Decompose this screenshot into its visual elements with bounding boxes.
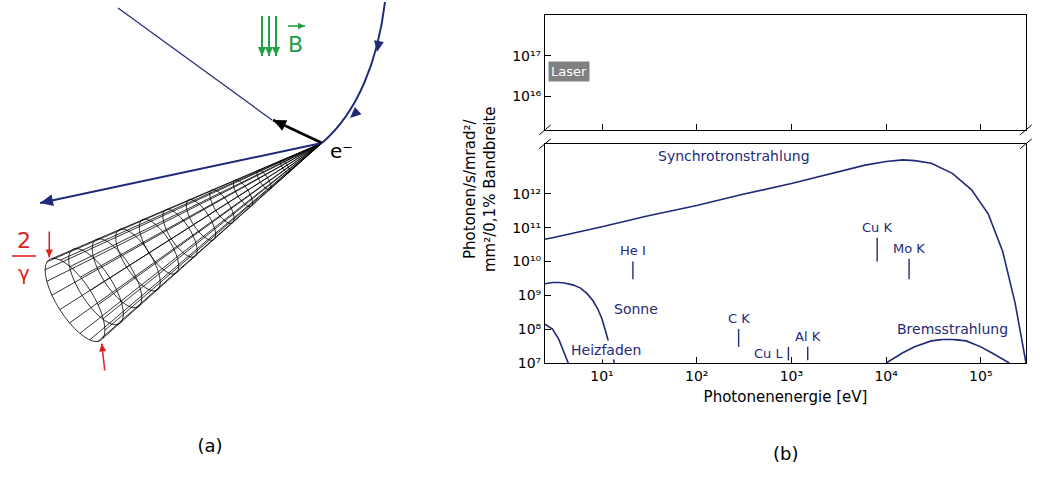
svg-text:Mo K: Mo K	[893, 241, 925, 256]
svg-text:e⁻: e⁻	[330, 139, 353, 163]
svg-text:Photonen/s/mrad²/mm²/0,1% Band: Photonen/s/mrad²/mm²/0,1% Bandbreite	[461, 106, 499, 272]
svg-text:10⁷: 10⁷	[518, 355, 541, 371]
svg-text:10¹⁰: 10¹⁰	[512, 253, 541, 269]
svg-text:Heizfaden: Heizfaden	[571, 342, 641, 358]
svg-text:Cu L: Cu L	[754, 346, 783, 361]
svg-text:10⁹: 10⁹	[518, 287, 542, 303]
svg-text:10¹¹: 10¹¹	[512, 220, 541, 236]
svg-text:Photonenenergie [eV]: Photonenenergie [eV]	[704, 388, 868, 406]
svg-text:10²: 10²	[685, 368, 708, 384]
svg-text:10⁴: 10⁴	[874, 368, 898, 384]
svg-text:He I: He I	[620, 243, 646, 258]
svg-text:Laser: Laser	[551, 64, 587, 79]
svg-text:10³: 10³	[780, 368, 803, 384]
svg-text:10¹: 10¹	[590, 368, 613, 384]
svg-text:(a): (a)	[197, 435, 222, 456]
svg-text:C K: C K	[728, 311, 750, 326]
svg-text:Cu K: Cu K	[862, 220, 892, 235]
svg-text:10⁸: 10⁸	[518, 321, 542, 337]
svg-text:Al K: Al K	[795, 329, 821, 344]
svg-text:Bremsstrahlung: Bremsstrahlung	[897, 321, 1008, 337]
svg-text:B: B	[288, 32, 303, 57]
svg-text:γ: γ	[18, 261, 30, 285]
svg-text:10¹⁷: 10¹⁷	[512, 48, 541, 64]
svg-text:Sonne: Sonne	[614, 301, 658, 317]
svg-text:(b): (b)	[773, 443, 798, 464]
svg-text:2: 2	[17, 228, 31, 253]
svg-text:10¹⁶: 10¹⁶	[512, 88, 541, 104]
svg-text:10⁵: 10⁵	[969, 368, 992, 384]
svg-text:10¹²: 10¹²	[512, 186, 541, 202]
svg-text:Synchrotronstrahlung: Synchrotronstrahlung	[658, 148, 810, 164]
